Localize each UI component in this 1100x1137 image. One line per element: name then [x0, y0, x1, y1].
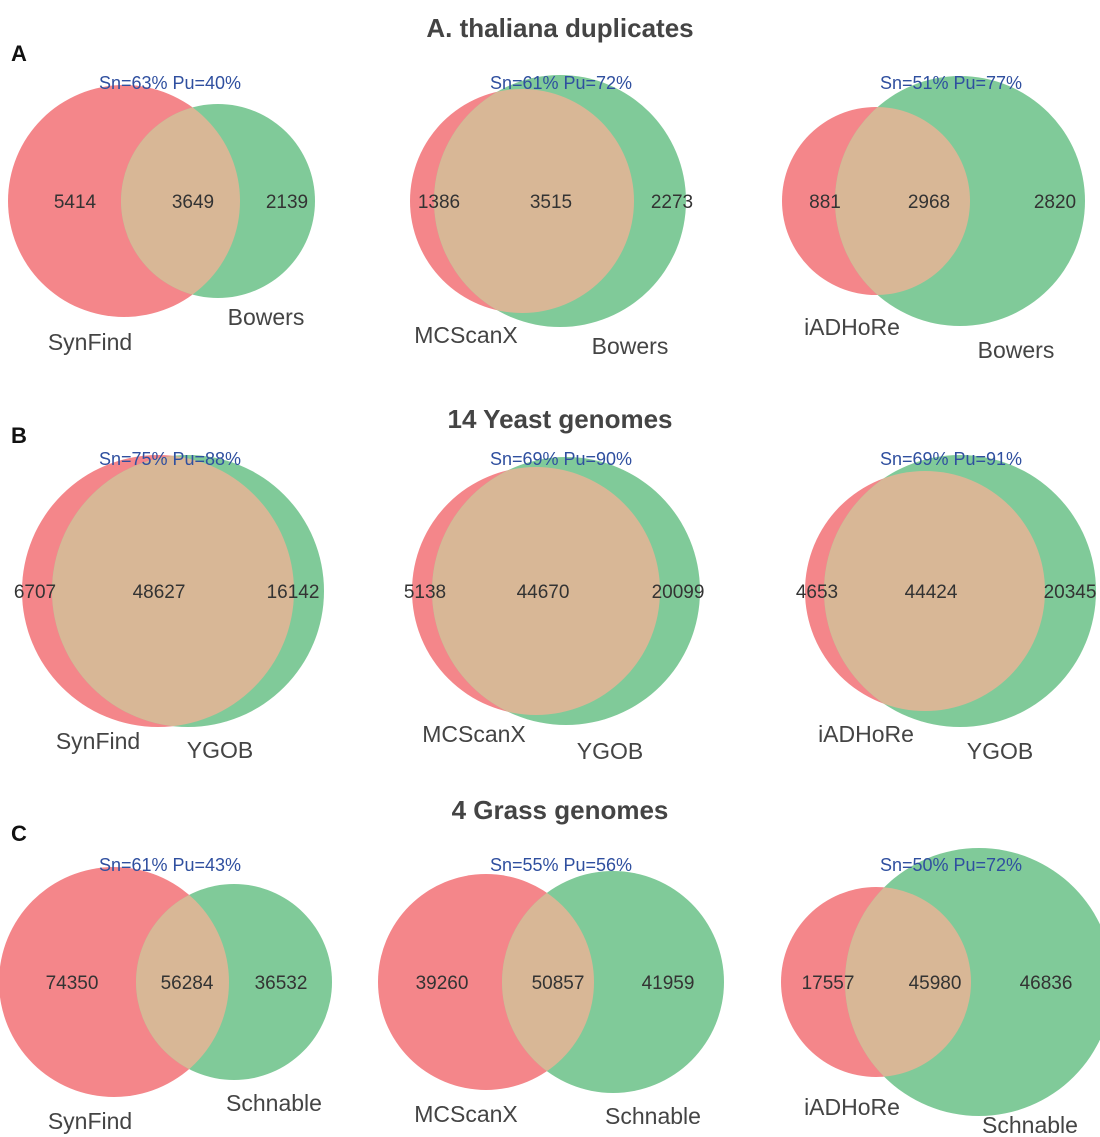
- venn-3-2-left-only-count: 39260: [416, 973, 469, 994]
- venn-3-3-right-only-count: 46836: [1020, 973, 1073, 994]
- venn-2-3-left-only-count: 4653: [796, 582, 838, 603]
- venn-3-3-right-label: Schnable: [982, 1112, 1078, 1137]
- venn-3-2-right-label: Schnable: [605, 1103, 701, 1129]
- venn-1-1-overlap-region: [121, 104, 240, 298]
- row-2-title: 14 Yeast genomes: [448, 404, 673, 434]
- venn-1-1-metrics: Sn=63% Pu=40%: [99, 73, 241, 93]
- venn-3-1-metrics: Sn=61% Pu=43%: [99, 855, 241, 875]
- venn-1-3-overlap-count: 2968: [908, 192, 950, 213]
- venn-2-2-right-label: YGOB: [577, 738, 643, 764]
- venn-3-1-right-label: Schnable: [226, 1090, 322, 1116]
- venn-1-3-metrics: Sn=51% Pu=77%: [880, 73, 1022, 93]
- venn-2-2-right-only-count: 20099: [652, 582, 705, 603]
- venn-2-1-overlap-region: [52, 455, 294, 727]
- venn-3-1-overlap-region: [136, 884, 229, 1080]
- venn-2-3-left-label: iADHoRe: [818, 721, 914, 747]
- panel-letter-b: B: [11, 423, 27, 448]
- venn-3-3-overlap-region: [845, 887, 971, 1077]
- venn-3-1-left-label: SynFind: [48, 1108, 132, 1134]
- venn-2-1-right-only-count: 16142: [267, 582, 320, 603]
- venn-1-2-metrics: Sn=61% Pu=72%: [490, 73, 632, 93]
- venn-2-2-left-only-count: 5138: [404, 582, 446, 603]
- venn-3-2-overlap-count: 50857: [532, 973, 585, 994]
- venn-3-3-overlap-count: 45980: [909, 973, 962, 994]
- venn-2-1-left-label: SynFind: [56, 728, 140, 754]
- venn-2-3-overlap-count: 44424: [905, 582, 958, 603]
- venn-1-1-overlap-count: 3649: [172, 192, 214, 213]
- venn-1-3-right-label: Bowers: [978, 337, 1055, 363]
- venn-3-2-right-only-count: 41959: [642, 973, 695, 994]
- venn-2-2-overlap-region: [432, 467, 660, 715]
- venn-1-2-left-only-count: 1386: [418, 192, 460, 213]
- venn-3-1-right-only-count: 36532: [255, 973, 308, 994]
- panel-letter-a: A: [11, 41, 27, 66]
- venn-2-1-left-only-count: 6707: [14, 582, 56, 603]
- venn-1-1-left-only-count: 5414: [54, 192, 97, 213]
- row-1-title: A. thaliana duplicates: [426, 13, 693, 43]
- venn-1-2-right-only-count: 2273: [651, 192, 693, 213]
- venn-2-3-right-label: YGOB: [967, 738, 1033, 764]
- venn-3-2-overlap-region: [502, 874, 594, 1090]
- venn-3-1-overlap-count: 56284: [161, 973, 214, 994]
- venn-2-2-overlap-count: 44670: [517, 582, 570, 603]
- venn-1-1-left-label: SynFind: [48, 329, 132, 355]
- venn-1-3-overlap-region: [835, 107, 970, 295]
- venn-3-3-metrics: Sn=50% Pu=72%: [880, 855, 1022, 875]
- venn-2-1-overlap-count: 48627: [133, 582, 186, 603]
- venn-2-3-right-only-count: 20345: [1044, 582, 1097, 603]
- venn-1-2-overlap-count: 3515: [530, 192, 572, 213]
- venn-1-1-right-label: Bowers: [228, 304, 305, 330]
- venn-2-3-metrics: Sn=69% Pu=91%: [880, 449, 1022, 469]
- venn-1-2-left-label: MCScanX: [414, 322, 518, 348]
- venn-1-3-right-only-count: 2820: [1034, 192, 1076, 213]
- venn-1-1-right-only-count: 2139: [266, 192, 308, 213]
- venn-2-2-left-label: MCScanX: [422, 721, 526, 747]
- venn-3-2-left-label: MCScanX: [414, 1101, 518, 1127]
- venn-1-3-left-label: iADHoRe: [804, 314, 900, 340]
- panel-letter-c: C: [11, 821, 27, 846]
- venn-3-3-left-label: iADHoRe: [804, 1094, 900, 1120]
- venn-2-2-metrics: Sn=69% Pu=90%: [490, 449, 632, 469]
- venn-2-1-metrics: Sn=75% Pu=88%: [99, 449, 241, 469]
- venn-2-1-right-label: YGOB: [187, 737, 253, 763]
- venn-3-2-metrics: Sn=55% Pu=56%: [490, 855, 632, 875]
- venn-3-3-left-only-count: 17557: [802, 973, 855, 994]
- venn-3-1-left-only-count: 74350: [46, 973, 99, 994]
- row-3-title: 4 Grass genomes: [452, 795, 669, 825]
- venn-1-3-left-only-count: 881: [809, 192, 841, 213]
- venn-1-2-right-label: Bowers: [592, 333, 669, 359]
